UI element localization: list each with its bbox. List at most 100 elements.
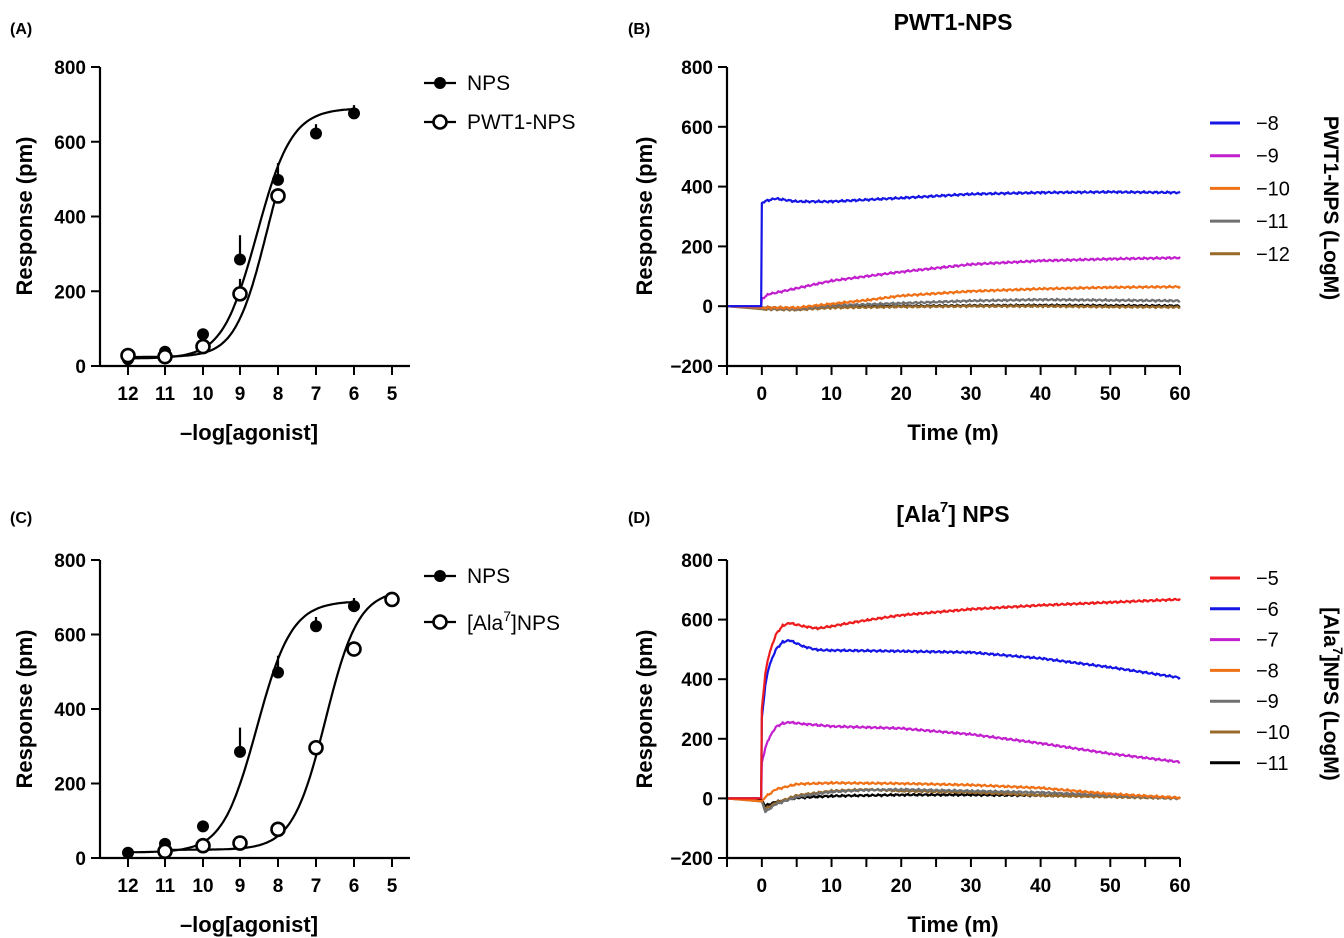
x-tick-label: 7 bbox=[311, 876, 322, 897]
x-tick-label: 60 bbox=[1169, 876, 1190, 897]
data-point bbox=[120, 347, 136, 364]
y-tick-label: 400 bbox=[681, 670, 713, 691]
data-point bbox=[234, 745, 246, 758]
legend-label: −6 bbox=[1256, 599, 1279, 621]
panel-d-y-label: Response (pm) bbox=[632, 630, 657, 789]
x-tick-label: 0 bbox=[757, 384, 768, 405]
panel-c-x-label: –log[agonist] bbox=[180, 912, 318, 937]
y-tick-label: 600 bbox=[54, 133, 86, 154]
x-tick-label: 40 bbox=[1030, 876, 1051, 897]
x-tick-label: 50 bbox=[1100, 876, 1121, 897]
x-tick-label: 11 bbox=[155, 384, 176, 405]
series-line bbox=[726, 780, 1181, 803]
x-tick-label: 12 bbox=[117, 876, 138, 897]
panel-d-x-ticks: 0 10 20 30 40 50 60 bbox=[726, 858, 1191, 897]
data-point bbox=[348, 600, 360, 613]
data-point bbox=[346, 641, 362, 657]
panel-b-y-ticks: −200 0 200 400 600 800 bbox=[670, 58, 727, 378]
legend-c-ala-marker bbox=[432, 614, 448, 630]
y-tick-label: 200 bbox=[681, 237, 713, 258]
data-point bbox=[197, 820, 209, 833]
legend-label: −11 bbox=[1256, 211, 1288, 233]
panel-c-legend: NPS [Ala7]NPS bbox=[424, 565, 560, 635]
panel-a-legend: NPS PWT1-NPS bbox=[424, 72, 576, 134]
panel-a-x-label: –log[agonist] bbox=[180, 420, 318, 445]
x-tick-label: 10 bbox=[821, 876, 842, 897]
x-tick-label: 7 bbox=[311, 384, 322, 405]
panel-d-legend: −5 −6 −7 −8 −9 −10 −11 bbox=[1210, 568, 1290, 775]
x-tick-label: 6 bbox=[349, 384, 360, 405]
data-point bbox=[348, 107, 360, 120]
x-tick-label: 8 bbox=[273, 384, 284, 405]
data-point bbox=[270, 821, 286, 838]
x-tick-label: 10 bbox=[821, 384, 842, 405]
panel-d-legend-title-post: ]NPS (LogM) bbox=[1319, 655, 1342, 781]
panel-b-legend: −8 −9 −10 −11 −12 bbox=[1210, 113, 1290, 266]
data-point bbox=[272, 666, 284, 679]
panel-d-title: [Ala7] NPS bbox=[896, 499, 1009, 527]
panel-d-title-pre: [Ala bbox=[896, 501, 940, 527]
x-tick-label: 30 bbox=[960, 384, 981, 405]
x-tick-label: 11 bbox=[155, 876, 176, 897]
panel-d-y-ticks: −200 0 200 400 600 800 bbox=[670, 551, 727, 870]
panel-d-legend-title: [Ala7]NPS (LogM) bbox=[1319, 607, 1344, 780]
panel-a-curves bbox=[128, 108, 355, 360]
data-point bbox=[157, 843, 173, 860]
panel-c-points bbox=[122, 591, 400, 860]
y-tick-label: 0 bbox=[75, 357, 86, 378]
data-point bbox=[310, 620, 322, 633]
fit-curve bbox=[165, 593, 393, 851]
series-line bbox=[726, 787, 1181, 814]
panel-a-y-label: Response (pm) bbox=[12, 137, 37, 296]
legend-c-nps-label: NPS bbox=[467, 565, 510, 588]
panel-b-legend-title: PWT1-NPS (LogM) bbox=[1319, 116, 1342, 300]
panel-d-legend-title-pre: [Ala bbox=[1319, 607, 1342, 647]
data-point bbox=[234, 253, 246, 266]
y-tick-label: −200 bbox=[670, 357, 713, 378]
y-tick-label: 800 bbox=[54, 551, 86, 572]
legend-pwt1-label: PWT1-NPS bbox=[467, 111, 576, 134]
x-tick-label: 6 bbox=[349, 876, 360, 897]
data-point bbox=[384, 591, 400, 608]
y-tick-label: 200 bbox=[54, 282, 86, 303]
x-tick-label: 12 bbox=[117, 384, 138, 405]
y-tick-label: 400 bbox=[54, 208, 86, 229]
panel-b-x-ticks: 0 10 20 30 40 50 60 bbox=[726, 366, 1191, 405]
series-line bbox=[727, 720, 1181, 800]
x-tick-label: 9 bbox=[235, 384, 246, 405]
series-line bbox=[727, 597, 1181, 800]
panel-d-x-label: Time (m) bbox=[907, 912, 998, 937]
y-tick-label: 0 bbox=[75, 849, 86, 870]
panel-d-letter: (D) bbox=[628, 510, 650, 527]
x-tick-label: 10 bbox=[192, 384, 213, 405]
data-point bbox=[232, 286, 248, 302]
data-point bbox=[270, 188, 286, 204]
x-tick-label: 10 bbox=[192, 876, 213, 897]
x-tick-label: 5 bbox=[387, 876, 398, 897]
panel-a: (A) 0 200 400 600 800 12 11 10 9 8 7 6 5 –log[agoni… bbox=[10, 21, 576, 445]
panel-d-title-post: ] NPS bbox=[948, 501, 1009, 527]
data-point bbox=[272, 173, 284, 186]
x-tick-label: 5 bbox=[387, 384, 398, 405]
legend-label: −5 bbox=[1256, 568, 1279, 590]
fit-curve bbox=[128, 108, 355, 360]
panel-c-letter: (C) bbox=[10, 510, 32, 527]
legend-label: −9 bbox=[1256, 691, 1279, 713]
x-tick-label: 20 bbox=[891, 876, 912, 897]
data-point bbox=[195, 338, 211, 355]
y-tick-label: 0 bbox=[702, 297, 713, 318]
legend-c-ala-post: ]NPS bbox=[511, 612, 560, 635]
data-point bbox=[232, 835, 248, 851]
series-line bbox=[727, 255, 1181, 308]
panel-d-lines bbox=[726, 597, 1181, 814]
panel-b-y-label: Response (pm) bbox=[632, 137, 657, 296]
panel-a-points bbox=[120, 105, 360, 366]
y-tick-label: 0 bbox=[702, 789, 713, 810]
panel-a-letter: (A) bbox=[10, 21, 32, 38]
x-tick-label: 9 bbox=[235, 876, 246, 897]
legend-label: −11 bbox=[1256, 753, 1288, 775]
legend-c-ala-sup: 7 bbox=[503, 608, 511, 624]
series-line bbox=[727, 639, 1181, 800]
